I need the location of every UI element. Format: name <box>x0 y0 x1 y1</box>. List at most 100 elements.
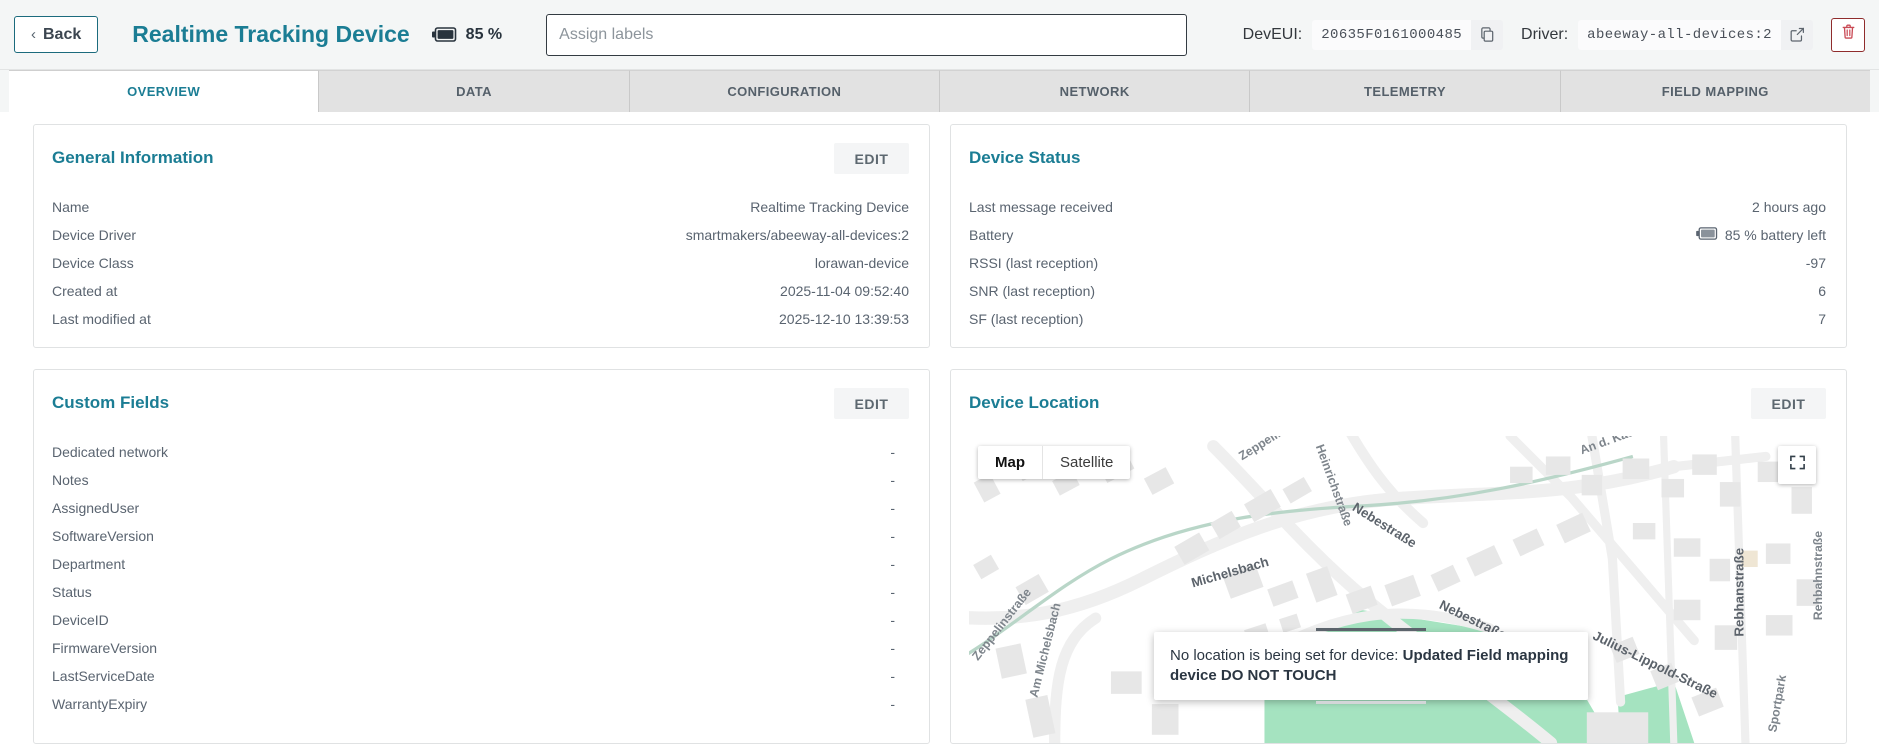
map-street-label: Rehbahnstraße <box>1811 531 1825 620</box>
map-canvas[interactable]: Zeppelinstraße Zeppelinstraße Michelsbac… <box>969 436 1826 743</box>
general-information-rows: Name Realtime Tracking Device Device Dri… <box>52 193 909 333</box>
row-key: WarrantyExpiry <box>52 696 148 712</box>
right-column: Device Status Last message received 2 ho… <box>950 124 1847 744</box>
overview-content: General Information EDIT Name Realtime T… <box>0 112 1879 744</box>
row-value: 2025-12-10 13:39:53 <box>779 311 909 327</box>
row-value-group: 85 % battery left <box>1695 227 1826 243</box>
tab-telemetry[interactable]: TELEMETRY <box>1250 70 1561 112</box>
callout-device-name: Updated Field mapping device DO NOT TOUC… <box>1170 646 1569 684</box>
row-key: LastServiceDate <box>52 668 155 684</box>
driver-value: abeeway-all-devices:2 <box>1578 19 1781 50</box>
map-toggle-map[interactable]: Map <box>978 446 1043 479</box>
table-row: SF (last reception) 7 <box>969 305 1826 333</box>
table-row: RSSI (last reception) -97 <box>969 249 1826 277</box>
card-header: Device Status <box>969 143 1826 177</box>
row-value: - <box>890 584 895 600</box>
general-information-title: General Information <box>52 148 214 167</box>
table-row: LastServiceDate - <box>52 662 895 690</box>
device-status-title: Device Status <box>969 148 1081 167</box>
table-row: Department - <box>52 550 895 578</box>
table-row: Device Class lorawan-device <box>52 249 909 277</box>
row-key: Department <box>52 556 126 572</box>
row-value: - <box>890 668 895 684</box>
row-key: Device Driver <box>52 227 137 243</box>
row-key: SNR (last reception) <box>969 283 1096 299</box>
row-key: Notes <box>52 472 89 488</box>
device-status-card: Device Status Last message received 2 ho… <box>950 124 1847 348</box>
deveui-value: 20635F0161000485 <box>1312 19 1472 50</box>
row-value: -97 <box>1805 255 1826 271</box>
row-value: smartmakers/abeeway-all-devices:2 <box>685 227 909 243</box>
row-key: Status <box>52 584 92 600</box>
trash-icon <box>1841 24 1856 45</box>
driver-group: Driver: abeeway-all-devices:2 <box>1521 19 1813 50</box>
table-row: AssignedUser - <box>52 494 895 522</box>
tab-network[interactable]: NETWORK <box>939 70 1251 112</box>
tab-label: OVERVIEW <box>127 84 201 99</box>
row-value: - <box>890 500 895 516</box>
map-fullscreen-button[interactable] <box>1778 446 1816 484</box>
table-row: DeviceID - <box>52 606 895 634</box>
table-row: Notes - <box>52 466 895 494</box>
row-value: 6 <box>1818 283 1826 299</box>
row-key: SF (last reception) <box>969 311 1084 327</box>
row-value: 2025-11-04 09:52:40 <box>780 283 909 299</box>
callout-stem-bottom <box>1316 701 1426 704</box>
tab-label: TELEMETRY <box>1364 84 1446 99</box>
external-link-icon[interactable] <box>1781 20 1813 50</box>
deveui-chip: 20635F0161000485 <box>1312 19 1504 50</box>
copy-icon[interactable] <box>1471 20 1503 50</box>
table-row: Last message received 2 hours ago <box>969 193 1826 221</box>
deveui-label: DevEUI: <box>1242 25 1303 43</box>
tab-field-mapping[interactable]: FIELD MAPPING <box>1560 70 1870 112</box>
tab-configuration[interactable]: CONFIGURATION <box>629 70 940 112</box>
tab-label: NETWORK <box>1059 84 1130 99</box>
battery-percent: 85 % <box>465 25 503 43</box>
row-value: 2 hours ago <box>1752 199 1826 215</box>
row-value: - <box>890 640 895 656</box>
assign-labels-input[interactable] <box>546 13 1188 56</box>
device-location-edit-button[interactable]: EDIT <box>1751 388 1826 419</box>
row-key: Name <box>52 199 90 215</box>
tab-bar: OVERVIEW DATA CONFIGURATION NETWORK TELE… <box>0 70 1879 112</box>
table-row: Name Realtime Tracking Device <box>52 193 909 221</box>
header-battery: 85 % <box>431 25 503 44</box>
row-value: - <box>890 528 895 544</box>
map-toggle-satellite[interactable]: Satellite <box>1060 454 1114 471</box>
table-row: Battery 85 % battery left <box>969 221 1826 249</box>
row-key: FirmwareVersion <box>52 640 158 656</box>
deveui-group: DevEUI: 20635F0161000485 <box>1242 19 1504 50</box>
device-status-rows: Last message received 2 hours ago Batter… <box>969 193 1826 333</box>
page-title: Realtime Tracking Device <box>132 21 410 47</box>
row-value: - <box>890 556 895 572</box>
row-value: 85 % battery left <box>1724 227 1826 243</box>
tab-label: CONFIGURATION <box>727 84 842 99</box>
row-key: RSSI (last reception) <box>969 255 1099 271</box>
row-value: - <box>890 472 895 488</box>
card-header: Custom Fields EDIT <box>52 388 909 422</box>
general-information-edit-button[interactable]: EDIT <box>834 143 909 174</box>
back-button[interactable]: ‹ Back <box>14 16 99 53</box>
row-key: AssignedUser <box>52 500 140 516</box>
driver-label: Driver: <box>1521 25 1569 43</box>
table-row: SNR (last reception) 6 <box>969 277 1826 305</box>
tab-overview[interactable]: OVERVIEW <box>9 70 320 112</box>
row-key: Last modified at <box>52 311 151 327</box>
table-row: WarrantyExpiry - <box>52 690 895 718</box>
tab-data[interactable]: DATA <box>319 70 630 112</box>
table-row: SoftwareVersion - <box>52 522 895 550</box>
table-row: Last modified at 2025-12-10 13:39:53 <box>52 305 909 333</box>
custom-fields-scroll-area[interactable]: Dedicated network - Notes - AssignedUser… <box>52 438 909 729</box>
row-value: Realtime Tracking Device <box>750 199 909 215</box>
row-key: DeviceID <box>52 612 109 628</box>
map-type-toggle[interactable]: Map Satellite <box>978 446 1131 479</box>
tab-label: FIELD MAPPING <box>1661 84 1769 99</box>
row-value: - <box>890 696 895 712</box>
table-row: FirmwareVersion - <box>52 634 895 662</box>
driver-chip: abeeway-all-devices:2 <box>1578 19 1813 50</box>
map-street-label: Rebhanstraße <box>1731 548 1746 637</box>
custom-fields-edit-button[interactable]: EDIT <box>834 388 909 419</box>
row-key: Device Class <box>52 255 134 271</box>
delete-device-button[interactable] <box>1831 17 1865 52</box>
table-row: Created at 2025-11-04 09:52:40 <box>52 277 909 305</box>
